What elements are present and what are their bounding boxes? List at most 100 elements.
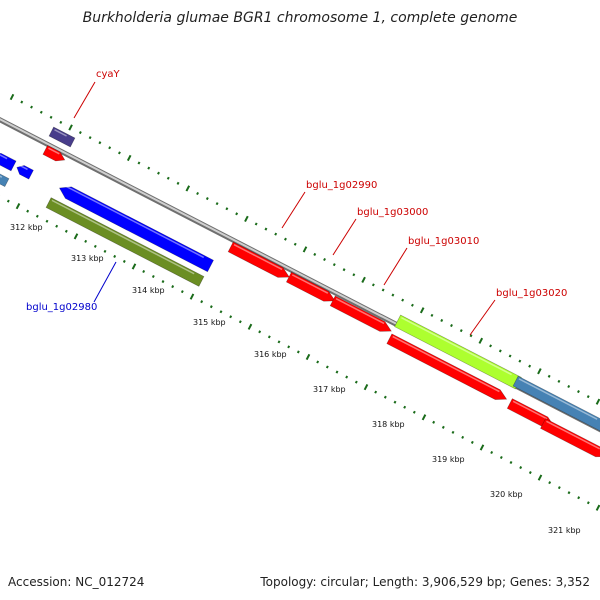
minor-tick [147,166,151,170]
minor-tick [567,384,571,389]
minor-tick [296,350,300,354]
minor-tick [489,344,493,348]
minor-tick [277,340,281,344]
minor-tick [401,298,405,302]
minor-tick [166,176,170,180]
accession-text: Accession: NC_012724 [8,575,145,589]
minor-tick [498,349,502,353]
cds-left-small [16,164,34,180]
gene-label[interactable]: bglu_1g03020 [496,288,567,299]
major-tick [537,368,542,375]
minor-tick [157,171,160,175]
minor-tick [352,273,356,277]
minor-tick [229,315,233,319]
minor-tick [461,435,465,439]
minor-tick [528,364,532,368]
feature-track [0,126,600,458]
gene-label[interactable]: cyaY [96,69,121,80]
leader-line [281,191,306,229]
minor-tick [215,202,219,206]
minor-tick [519,466,523,470]
minor-tick [26,209,30,213]
major-tick [595,504,600,511]
minor-tick [508,354,512,358]
minor-tick [586,395,590,399]
feature-lime [394,314,522,390]
minor-tick [35,214,39,218]
minor-tick [342,268,346,272]
minor-tick [238,320,242,324]
cds-bglu-1g03000 [285,271,336,302]
tick-label: 318 kbp [372,420,405,429]
gene-label[interactable]: bglu_1g03010 [408,236,479,247]
minor-tick [122,259,126,263]
gene-label[interactable]: bglu_1g03000 [357,207,428,218]
minor-tick [284,237,287,241]
major-tick [479,444,485,451]
cds-right-2 [540,418,600,458]
major-tick [185,185,191,192]
major-tick [478,337,484,344]
minor-tick [490,450,494,454]
minor-tick [108,146,112,150]
cds-bglu-1g03010 [329,295,392,332]
minor-tick [313,252,317,256]
cds-bglu-1g02990 [227,241,290,278]
minor-tick [200,300,204,304]
gene-label[interactable]: bglu_1g02980 [26,302,97,313]
major-tick [537,474,543,481]
leader-line [93,261,117,303]
minor-tick [254,222,258,226]
minor-tick [345,375,349,379]
tick-label: 321 kbp [548,526,581,535]
major-tick [305,353,311,361]
minor-tick [180,290,184,294]
minor-tick [264,227,268,231]
minor-tick [103,249,107,253]
minor-tick [403,405,407,409]
minor-tick [142,269,146,274]
minor-tick [161,280,165,284]
minor-tick [117,151,121,155]
major-tick [244,215,249,223]
minor-tick [332,263,336,267]
minor-tick [137,161,141,165]
gene-labels: cyaY bglu_1g02980 bglu_1g02990 bglu_1g03000… [26,69,567,336]
minor-tick [49,115,53,119]
minor-tick [586,501,590,505]
leader-line [332,218,357,256]
genome-summary-text: Topology: circular; Length: 3,906,529 bp… [260,575,590,589]
minor-tick [219,310,223,314]
feature-steel [512,375,600,433]
major-tick [9,93,15,101]
minor-tick [451,430,455,434]
minor-tick [98,141,102,145]
minor-tick [518,359,522,363]
leader-line [73,81,96,119]
gene-label[interactable]: bglu_1g02990 [306,180,377,191]
scale-tick-labels: 312 kbp 313 kbp 314 kbp 315 kbp 316 kbp 317 k… [10,223,581,535]
minor-tick [274,232,278,236]
minor-tick [577,496,581,500]
minor-tick [196,191,200,196]
map-title: Burkholderia glumae BGR1 chromosome 1, c… [83,10,518,26]
minor-tick [39,110,43,114]
minor-tick [258,330,262,334]
minor-tick [381,288,385,292]
minor-tick [84,239,88,243]
minor-tick [412,410,416,414]
major-tick [421,414,427,421]
minor-tick [391,293,395,297]
minor-tick [88,136,92,140]
leader-line [469,299,496,336]
minor-tick [235,212,239,216]
major-tick [595,398,600,405]
minor-tick [267,335,271,339]
minor-tick [440,318,444,322]
major-tick [73,233,79,240]
minor-tick [577,390,580,394]
minor-tick [225,207,229,211]
minor-tick [293,242,297,246]
major-tick [15,203,21,210]
